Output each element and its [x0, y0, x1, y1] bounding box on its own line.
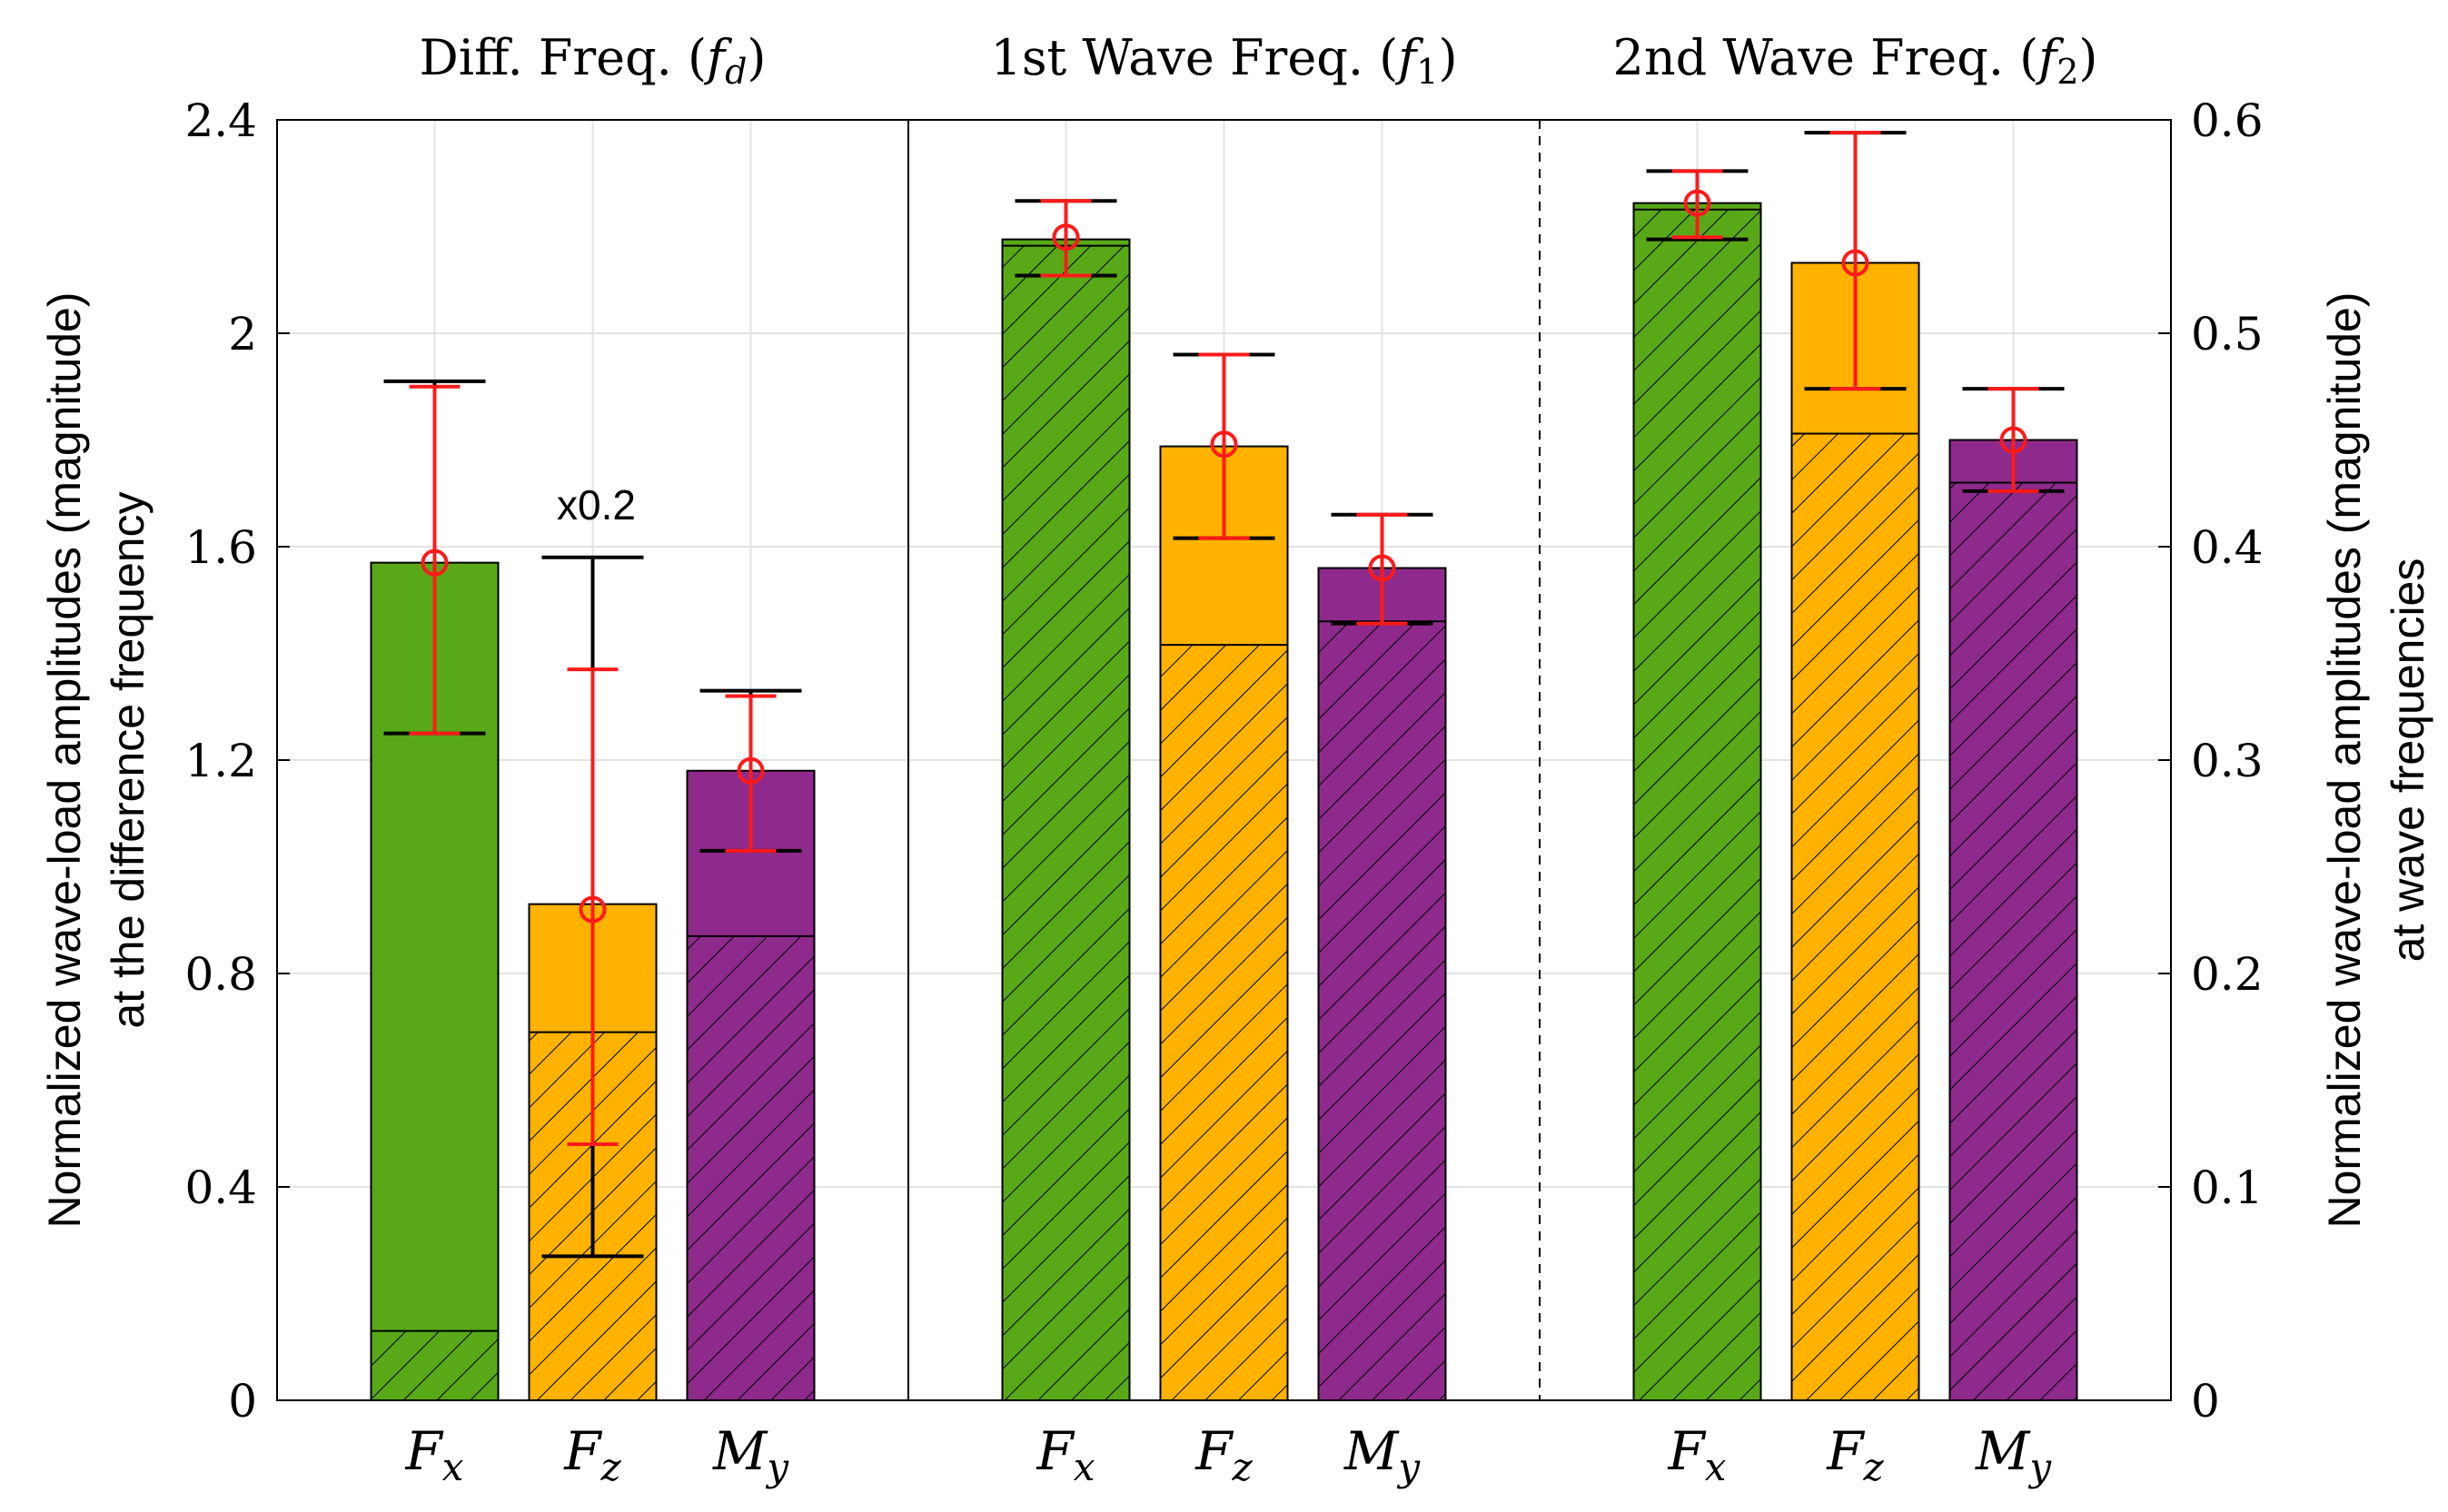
- left-tick-label: 0.4: [184, 1161, 257, 1214]
- left-axis-label-line1: Normalized wave-load amplitudes (magnitu…: [39, 292, 90, 1228]
- left-tick-label: 1.6: [184, 521, 257, 574]
- x-tick-var: M: [712, 1420, 768, 1482]
- x-tick-sub: x: [1074, 1445, 1095, 1489]
- x-tick-label: My: [1975, 1420, 2052, 1489]
- left-tick-label: 0.8: [184, 948, 257, 1001]
- x-tick-sub: z: [1863, 1445, 1885, 1489]
- right-tick-label: 0: [2191, 1375, 2220, 1428]
- scale-annotation: x0.2: [557, 481, 636, 529]
- bar-hatch-Fx: [1633, 209, 1761, 1401]
- bars: [370, 202, 2078, 1402]
- right-axis-label-line2: at wave frequencies: [2383, 558, 2433, 963]
- x-tick-var: M: [1975, 1420, 2031, 1482]
- left-tick-label: 0: [228, 1375, 257, 1428]
- x-tick-sub: y: [2027, 1445, 2052, 1489]
- left-tick-label: 2: [228, 308, 257, 361]
- red-mean-marker: [579, 895, 607, 924]
- group-title-close: ): [2078, 29, 2097, 86]
- group-title-sub: 2: [2057, 52, 2078, 92]
- x-tick-var: F: [563, 1420, 602, 1482]
- red-mean-marker: [1052, 223, 1080, 252]
- plot-frame: [276, 119, 2172, 1401]
- bar-hatch-Fz: [1160, 645, 1288, 1400]
- red-mean-marker: [1368, 554, 1396, 582]
- red-mean-marker: [1999, 426, 2027, 454]
- x-tick-var: M: [1343, 1420, 1400, 1482]
- x-tick-sub: y: [1396, 1445, 1421, 1489]
- group-title: 2nd Wave Freq. (f2): [1613, 29, 2098, 92]
- group-title: 1st Wave Freq. (f1): [990, 29, 1457, 92]
- group-title-sub: d: [725, 52, 747, 92]
- x-tick-label: My: [712, 1420, 789, 1489]
- x-tick-var: F: [405, 1420, 444, 1482]
- bar-hatch-Fx: [1002, 245, 1130, 1400]
- left-axis-label-line2: at the difference frequency: [103, 491, 154, 1028]
- right-tick-label: 0.2: [2191, 948, 2264, 1001]
- x-tick-sub: z: [1232, 1445, 1254, 1489]
- group-title-text: 1st Wave Freq. (: [990, 29, 1398, 86]
- left-tick-label: 2.4: [184, 94, 257, 147]
- group-title-close: ): [1438, 29, 1457, 86]
- x-tick-sub: x: [1705, 1445, 1727, 1489]
- right-tick-label: 0.1: [2191, 1161, 2264, 1214]
- group-title-close: ): [747, 29, 766, 86]
- x-tick-label: Fz: [1194, 1420, 1253, 1489]
- labels: 0 0.4 0.8 1.2 1.6 2 2.4 0 0.1 0.2 0.3 0.4 0.5 0.6 Norm…: [39, 29, 2433, 1489]
- right-tick-label: 0.4: [2191, 521, 2264, 574]
- x-tick-var: F: [1194, 1420, 1234, 1482]
- x-tick-label: Fx: [1668, 1420, 1727, 1489]
- bar-hatch-Fx: [371, 1330, 499, 1400]
- red-mean-marker: [421, 548, 449, 577]
- red-mean-marker: [1683, 189, 1711, 217]
- error-bars: [383, 131, 2065, 1259]
- x-tick-var: F: [1826, 1420, 1865, 1482]
- x-tick-var: F: [1668, 1420, 1707, 1482]
- x-tick-label: Fx: [1036, 1420, 1095, 1489]
- x-tick-label: Fx: [405, 1420, 464, 1489]
- group-title-text: 2nd Wave Freq. (: [1613, 29, 2039, 86]
- right-tick-label: 0.3: [2191, 735, 2264, 787]
- bar-hatch-Fz: [1791, 433, 1919, 1401]
- x-tick-sub: y: [765, 1445, 789, 1489]
- right-tick-label: 0.6: [2191, 94, 2264, 147]
- x-tick-var: F: [1036, 1420, 1075, 1482]
- right-axis-label-line1: Normalized wave-load amplitudes (magnitu…: [2319, 292, 2370, 1228]
- x-tick-label: Fz: [563, 1420, 621, 1489]
- left-tick-label: 1.2: [184, 735, 257, 787]
- red-mean-marker: [737, 756, 765, 785]
- group-title: Diff. Freq. (fd): [420, 29, 767, 92]
- bar-hatch-My: [1949, 482, 2077, 1400]
- bar-hatch-My: [1318, 621, 1446, 1400]
- group-title-sub: 1: [1416, 52, 1438, 92]
- x-tick-sub: z: [600, 1445, 622, 1489]
- x-tick-label: My: [1343, 1420, 1421, 1489]
- x-tick-sub: x: [442, 1445, 464, 1489]
- red-mean-marker: [1841, 249, 1869, 277]
- right-tick-label: 0.5: [2191, 308, 2264, 361]
- group-title-text: Diff. Freq. (: [420, 29, 708, 86]
- x-tick-label: Fz: [1826, 1420, 1884, 1489]
- red-mean-marker: [1210, 430, 1238, 459]
- bar-hatch-My: [687, 935, 815, 1400]
